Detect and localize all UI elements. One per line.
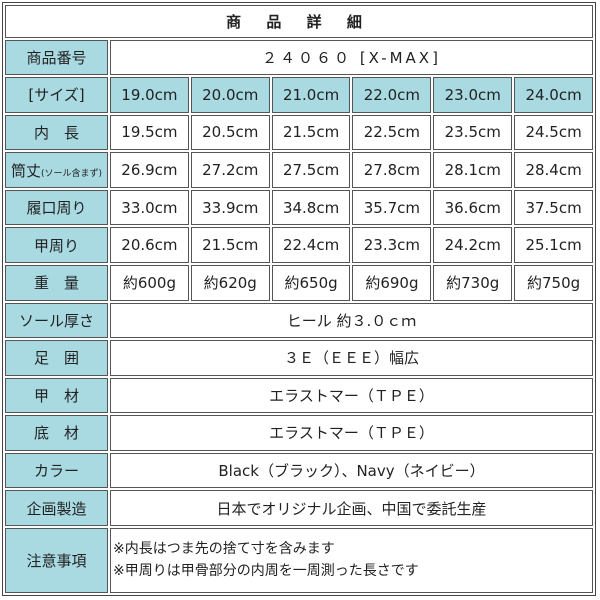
spec-label: 甲 材 — [5, 377, 108, 414]
size-label: [サイズ] — [5, 77, 108, 113]
product-number-label: 商品番号 — [5, 39, 108, 76]
measurement-cell: 23.5cm — [433, 114, 513, 151]
spec-value: 日本でオリジナル企画、中国で委託生産 — [110, 490, 593, 526]
notes-content: ※内長はつま先の捨て寸を含みます ※甲周りは甲骨部分の内周を一周測った長さです — [110, 527, 593, 593]
measurement-row: 内 長 19.5cm 20.5cm 21.5cm 22.5cm 23.5cm 24.5cm — [5, 114, 593, 151]
size-header: 24.0cm — [514, 77, 593, 113]
measurement-cell: 34.8cm — [271, 189, 351, 226]
size-header: 19.0cm — [110, 77, 189, 113]
notes-label: 注意事項 — [5, 527, 108, 593]
measurement-cell: 23.3cm — [352, 227, 432, 263]
spec-row: 甲 材エラストマー（ＴＰＥ） — [5, 377, 593, 414]
spec-value: エラストマー（ＴＰＥ） — [110, 415, 593, 451]
row-label-text: 筒丈 — [10, 161, 41, 180]
spec-row: ソール厚さ ヒール 約３.０ｃｍ — [5, 302, 593, 339]
spec-value: エラストマー（ＴＰＥ） — [110, 377, 593, 414]
measurement-cell: 27.5cm — [271, 152, 351, 188]
spec-label: 底 材 — [5, 415, 108, 451]
measurement-row: 履口周り 33.0cm 33.9cm 34.8cm 35.7cm 36.6cm 37.5cm — [5, 189, 593, 226]
spec-row: 底 材エラストマー（ＴＰＥ） — [5, 415, 593, 451]
spec-row: 企画製造 日本でオリジナル企画、中国で委託生産 — [5, 490, 593, 526]
row-label-note: (ソール含まず) — [40, 168, 103, 179]
row-label: 履口周り — [5, 189, 108, 226]
size-header: 20.0cm — [190, 77, 270, 113]
measurement-cell: 28.1cm — [433, 152, 513, 188]
measurement-cell: 約750g — [514, 264, 593, 301]
row-label-text: 履口周り — [26, 199, 87, 218]
measurement-cell: 19.5cm — [110, 114, 189, 151]
spec-label: ソール厚さ — [5, 302, 108, 339]
spec-label: カラー — [5, 452, 108, 489]
row-label: 筒丈(ソール含まず) — [5, 152, 108, 188]
size-header: 22.0cm — [352, 77, 432, 113]
measurement-cell: 26.9cm — [110, 152, 189, 188]
measurement-cell: 35.7cm — [352, 189, 432, 226]
measurement-cell: 37.5cm — [514, 189, 593, 226]
row-label-text: 重 量 — [33, 274, 79, 293]
row-label-text: 甲周り — [33, 236, 79, 255]
row-label: 重 量 — [5, 264, 108, 301]
row-label: 甲周り — [5, 227, 108, 263]
measurement-cell: 36.6cm — [433, 189, 513, 226]
measurement-row: 甲周り 20.6cm 21.5cm 22.4cm 23.3cm 24.2cm 25.1cm — [5, 227, 593, 263]
measurement-row: 筒丈(ソール含まず) 26.9cm 27.2cm 27.5cm 27.8cm 28.1cm… — [5, 152, 593, 188]
measurement-cell: 約690g — [352, 264, 432, 301]
note-line: ※甲周りは甲骨部分の内周を一周測った長さです — [113, 563, 419, 580]
measurement-cell: 27.8cm — [352, 152, 432, 188]
measurement-cell: 25.1cm — [514, 227, 593, 263]
measurement-cell: 27.2cm — [190, 152, 270, 188]
spec-value: ３Ｅ（ＥＥＥ）幅広 — [110, 340, 593, 376]
size-header: 23.0cm — [433, 77, 513, 113]
spec-label: 足 囲 — [5, 340, 108, 376]
measurement-cell: 約620g — [190, 264, 270, 301]
measurement-row: 重 量 約600g 約620g 約650g 約690g 約730g 約750g — [5, 264, 593, 301]
measurement-cell: 約730g — [433, 264, 513, 301]
spec-row: 足 囲 ３Ｅ（ＥＥＥ）幅広 — [5, 340, 593, 376]
spec-label: 企画製造 — [5, 490, 108, 526]
measurement-cell: 24.5cm — [514, 114, 593, 151]
spec-row: カラー Black（ブラック）、Navy（ネイビー） — [5, 452, 593, 489]
row-label: 内 長 — [5, 114, 108, 151]
measurement-cell: 約600g — [110, 264, 189, 301]
spec-value: ヒール 約３.０ｃｍ — [110, 302, 593, 339]
measurement-cell: 22.5cm — [352, 114, 432, 151]
table-title: 商 品 詳 細 — [5, 5, 593, 38]
measurement-cell: 約650g — [271, 264, 351, 301]
measurement-cell: 20.6cm — [110, 227, 189, 263]
measurement-cell: 20.5cm — [190, 114, 270, 151]
product-number-value: ２４０６０ [X-MAX] — [110, 39, 593, 76]
measurement-cell: 28.4cm — [514, 152, 593, 188]
measurement-cell: 33.0cm — [110, 189, 189, 226]
measurement-cell: 24.2cm — [433, 227, 513, 263]
measurement-cell: 33.9cm — [190, 189, 270, 226]
measurement-cell: 21.5cm — [190, 227, 270, 263]
size-header: 21.0cm — [271, 77, 351, 113]
note-line: ※内長はつま先の捨て寸を含みます — [113, 541, 335, 558]
spec-value: Black（ブラック）、Navy（ネイビー） — [110, 452, 593, 489]
measurement-cell: 22.4cm — [271, 227, 351, 263]
row-label-text: 内 長 — [33, 123, 79, 142]
measurement-cell: 21.5cm — [271, 114, 351, 151]
